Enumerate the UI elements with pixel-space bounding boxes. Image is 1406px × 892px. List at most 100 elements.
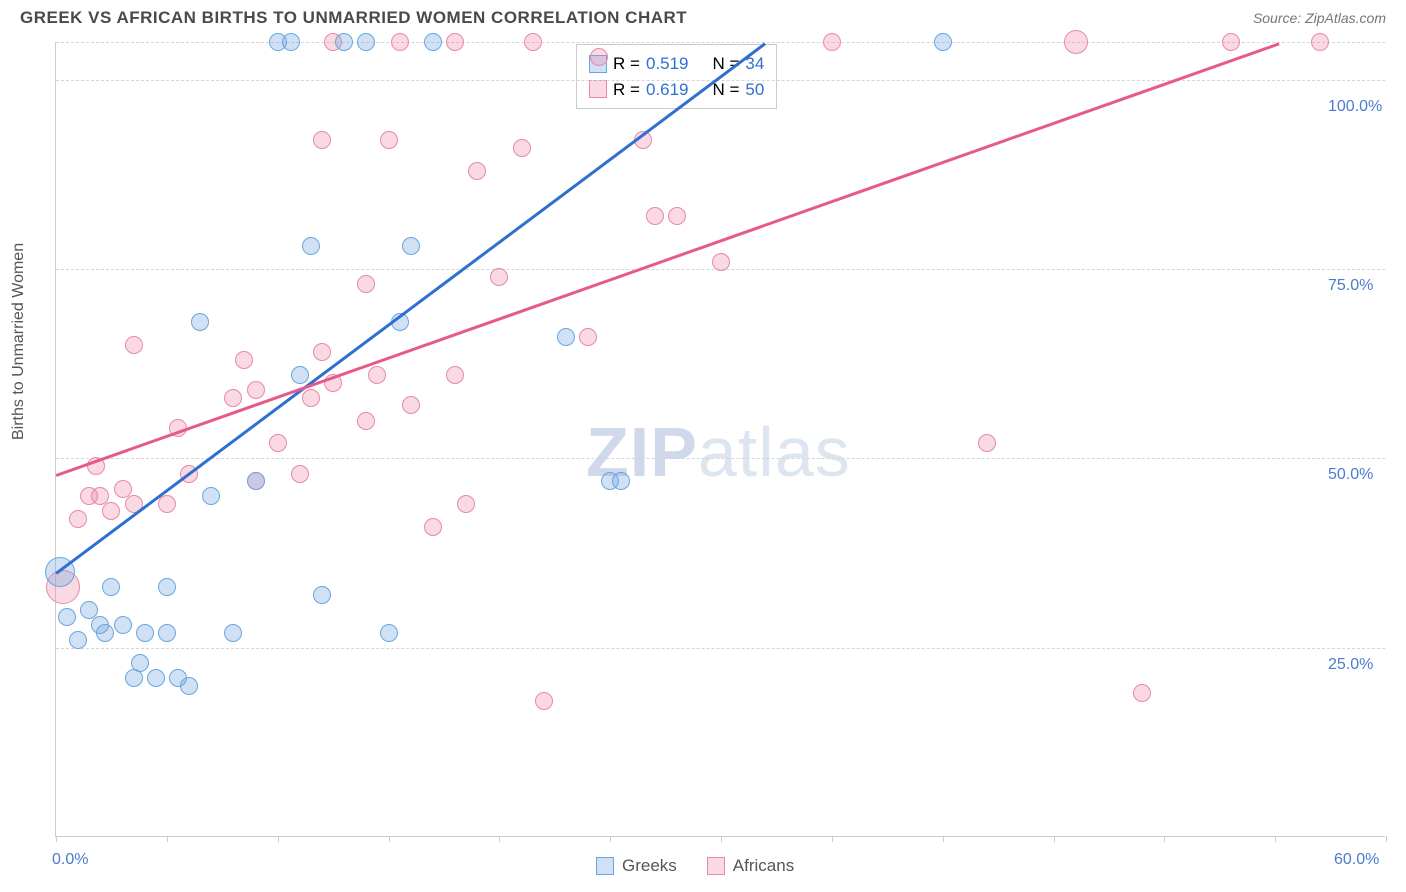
data-point	[131, 654, 149, 672]
data-point	[224, 624, 242, 642]
x-tick	[278, 836, 279, 842]
x-tick	[721, 836, 722, 842]
data-point	[357, 275, 375, 293]
data-point	[446, 366, 464, 384]
data-point	[125, 336, 143, 354]
data-point	[269, 434, 287, 452]
data-point	[612, 472, 630, 490]
x-tick	[56, 836, 57, 842]
data-point	[191, 313, 209, 331]
x-tick-label: 0.0%	[52, 851, 88, 869]
data-point	[468, 162, 486, 180]
data-point	[357, 33, 375, 51]
chart-title: GREEK VS AFRICAN BIRTHS TO UNMARRIED WOM…	[20, 8, 687, 28]
source-label: Source: ZipAtlas.com	[1253, 10, 1386, 26]
swatch-africans-icon	[589, 80, 607, 98]
data-point	[646, 207, 664, 225]
data-point	[357, 412, 375, 430]
data-point	[158, 624, 176, 642]
swatch-greeks-icon	[596, 857, 614, 875]
data-point	[335, 33, 353, 51]
data-point	[490, 268, 508, 286]
data-point	[202, 487, 220, 505]
y-tick-label: 75.0%	[1328, 277, 1373, 295]
data-point	[282, 33, 300, 51]
data-point	[247, 381, 265, 399]
data-point	[102, 578, 120, 596]
data-point	[147, 669, 165, 687]
data-point	[712, 253, 730, 271]
data-point	[579, 328, 597, 346]
data-point	[313, 586, 331, 604]
data-point	[58, 608, 76, 626]
y-axis-label: Births to Unmarried Women	[10, 243, 28, 440]
x-tick	[1275, 836, 1276, 842]
y-tick-label: 50.0%	[1328, 466, 1373, 484]
data-point	[446, 33, 464, 51]
trend-line	[55, 42, 766, 574]
data-point	[180, 677, 198, 695]
data-point	[158, 495, 176, 513]
data-point	[380, 131, 398, 149]
data-point	[1222, 33, 1240, 51]
data-point	[457, 495, 475, 513]
data-point	[380, 624, 398, 642]
y-tick-label: 25.0%	[1328, 656, 1373, 674]
data-point	[102, 502, 120, 520]
data-point	[313, 131, 331, 149]
gridline	[56, 80, 1385, 81]
data-point	[391, 33, 409, 51]
data-point	[424, 518, 442, 536]
legend-item-africans: Africans	[707, 856, 794, 876]
y-tick-label: 100.0%	[1328, 98, 1382, 116]
swatch-africans-icon	[707, 857, 725, 875]
data-point	[402, 396, 420, 414]
data-point	[1311, 33, 1329, 51]
data-point	[291, 465, 309, 483]
r-value-greeks: 0.519	[646, 51, 689, 77]
scatter-chart: ZIPatlas R = 0.519 N = 34 R = 0.619 N = …	[55, 42, 1385, 837]
gridline	[56, 648, 1385, 649]
data-point	[1133, 684, 1151, 702]
data-point	[313, 343, 331, 361]
data-point	[235, 351, 253, 369]
data-point	[934, 33, 952, 51]
data-point	[424, 33, 442, 51]
data-point	[524, 33, 542, 51]
data-point	[224, 389, 242, 407]
x-tick	[389, 836, 390, 842]
legend: Greeks Africans	[596, 856, 794, 876]
data-point	[590, 48, 608, 66]
legend-item-greeks: Greeks	[596, 856, 677, 876]
gridline	[56, 458, 1385, 459]
x-tick	[167, 836, 168, 842]
data-point	[368, 366, 386, 384]
data-point	[114, 616, 132, 634]
x-tick	[832, 836, 833, 842]
data-point	[302, 389, 320, 407]
data-point	[247, 472, 265, 490]
data-point	[96, 624, 114, 642]
chart-header: GREEK VS AFRICAN BIRTHS TO UNMARRIED WOM…	[0, 0, 1406, 34]
x-tick	[1164, 836, 1165, 842]
data-point	[402, 237, 420, 255]
data-point	[136, 624, 154, 642]
data-point	[535, 692, 553, 710]
data-point	[158, 578, 176, 596]
data-point	[69, 631, 87, 649]
x-tick	[610, 836, 611, 842]
x-tick	[499, 836, 500, 842]
data-point	[69, 510, 87, 528]
x-tick	[1386, 836, 1387, 842]
data-point	[302, 237, 320, 255]
data-point	[978, 434, 996, 452]
data-point	[291, 366, 309, 384]
data-point	[668, 207, 686, 225]
gridline	[56, 42, 1385, 43]
x-tick-label: 60.0%	[1334, 851, 1379, 869]
data-point	[513, 139, 531, 157]
x-tick	[943, 836, 944, 842]
x-tick	[1054, 836, 1055, 842]
data-point	[823, 33, 841, 51]
data-point	[1064, 30, 1088, 54]
